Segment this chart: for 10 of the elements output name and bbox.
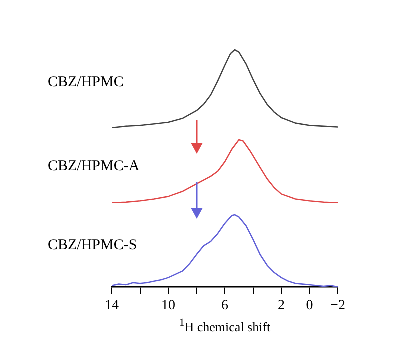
x-axis-title: $^{1}$H chemical shift: [178, 317, 272, 336]
x-tick-label: 0: [306, 298, 314, 314]
x-tick-label: 10: [162, 298, 176, 314]
x-tick-label: 2: [278, 298, 285, 314]
series-label: CBZ/HPMC-A: [48, 158, 140, 174]
series-label: CBZ/HPMC-S: [48, 237, 138, 254]
x-tick-label: −2: [330, 298, 346, 314]
x-tick-label: 6: [222, 298, 228, 314]
text: CBZ/HPMC: [48, 74, 124, 91]
x-tick-label: 14: [105, 298, 119, 314]
